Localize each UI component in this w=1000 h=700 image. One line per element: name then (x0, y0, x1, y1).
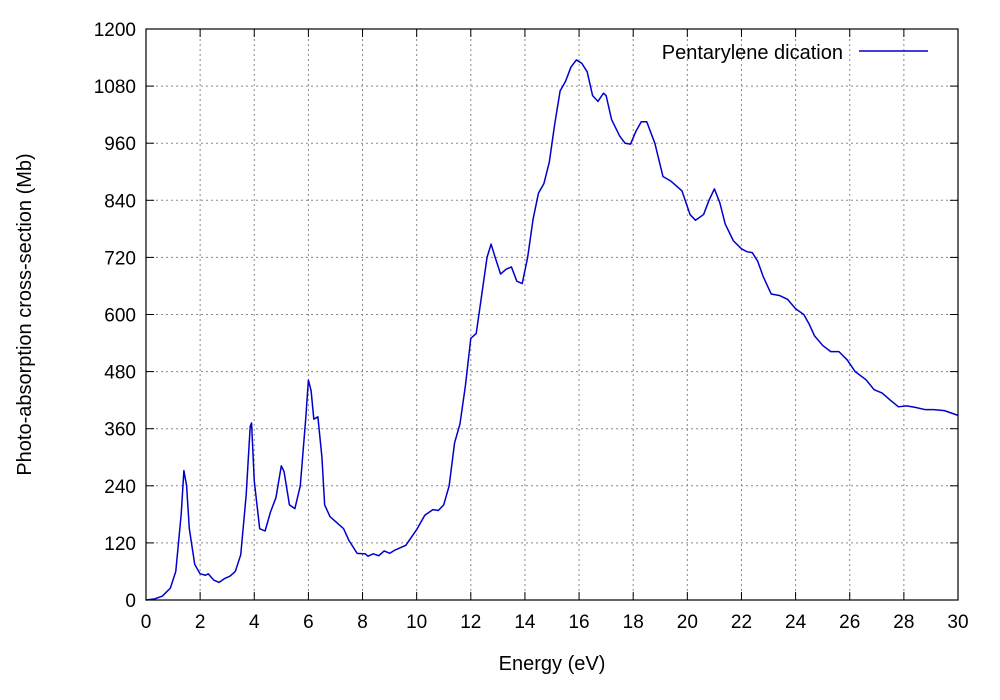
x-tick-label: 6 (303, 612, 314, 633)
plot-frame (145, 28, 959, 601)
y-tick-label: 960 (104, 134, 136, 155)
x-tick-label: 26 (839, 612, 860, 633)
series-group (145, 59, 959, 601)
y-tick-label: 1200 (94, 20, 136, 41)
y-tick-label: 240 (104, 477, 136, 498)
y-axis-label: Photo-absorption cross-section (Mb) (14, 153, 36, 475)
x-tick-label: 14 (514, 612, 536, 633)
x-tick-label: 2 (195, 612, 206, 633)
y-tick-label: 1080 (94, 77, 136, 98)
x-tick-label: 12 (460, 612, 481, 633)
y-tick-labels: 0 120 240 360 480 600 720 840 960 1080 1200 (94, 20, 136, 612)
x-tick-label: 22 (731, 612, 752, 633)
y-tick-label: 600 (104, 306, 136, 327)
y-tick-label: 840 (104, 191, 136, 212)
y-tick-label: 360 (104, 420, 136, 441)
legend-label: Pentarylene dication (662, 42, 843, 64)
x-tick-label: 28 (893, 612, 914, 633)
x-tick-label: 16 (568, 612, 589, 633)
y-tick-label: 0 (125, 591, 136, 612)
y-tick-label: 480 (104, 363, 136, 384)
x-tick-label: 4 (249, 612, 260, 633)
grid-lines (146, 29, 958, 600)
x-tick-label: 24 (785, 612, 807, 633)
series-line (145, 59, 959, 601)
x-tick-labels: 0 2 4 6 8 10 12 14 16 18 20 22 24 26 28 30 (141, 612, 969, 633)
x-tick-label: 20 (677, 612, 698, 633)
legend: Pentarylene dication (662, 42, 928, 64)
x-tick-label: 30 (947, 612, 968, 633)
y-tick-label: 720 (104, 248, 136, 269)
x-tick-label: 8 (357, 612, 368, 633)
x-axis-label: Energy (eV) (499, 653, 606, 675)
y-tick-label: 120 (104, 534, 136, 555)
x-tick-label: 0 (141, 612, 152, 633)
x-tick-label: 10 (406, 612, 427, 633)
x-tick-label: 18 (623, 612, 644, 633)
